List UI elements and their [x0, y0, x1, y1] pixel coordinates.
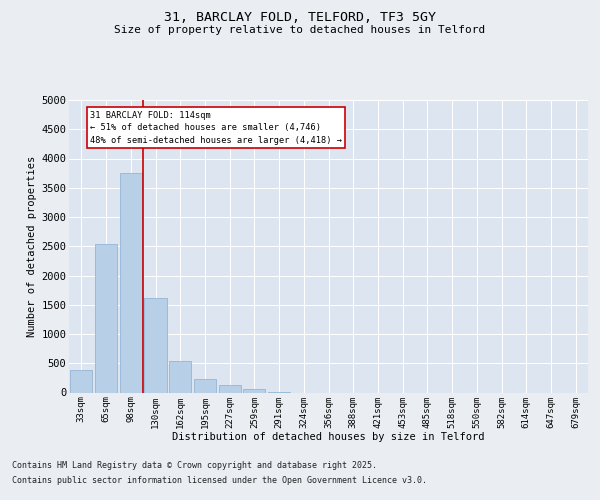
Bar	[95, 244, 117, 392]
Bar	[169, 362, 191, 392]
Bar	[119, 173, 142, 392]
Text: Contains HM Land Registry data © Crown copyright and database right 2025.: Contains HM Land Registry data © Crown c…	[12, 461, 377, 470]
X-axis label: Distribution of detached houses by size in Telford: Distribution of detached houses by size …	[172, 432, 485, 442]
Bar	[145, 298, 167, 392]
Bar	[218, 385, 241, 392]
Bar	[243, 390, 265, 392]
Bar	[194, 379, 216, 392]
Bar	[70, 370, 92, 392]
Text: 31 BARCLAY FOLD: 114sqm
← 51% of detached houses are smaller (4,746)
48% of semi: 31 BARCLAY FOLD: 114sqm ← 51% of detache…	[90, 110, 342, 144]
Text: Size of property relative to detached houses in Telford: Size of property relative to detached ho…	[115, 25, 485, 35]
Text: 31, BARCLAY FOLD, TELFORD, TF3 5GY: 31, BARCLAY FOLD, TELFORD, TF3 5GY	[164, 11, 436, 24]
Y-axis label: Number of detached properties: Number of detached properties	[27, 156, 37, 337]
Text: Contains public sector information licensed under the Open Government Licence v3: Contains public sector information licen…	[12, 476, 427, 485]
